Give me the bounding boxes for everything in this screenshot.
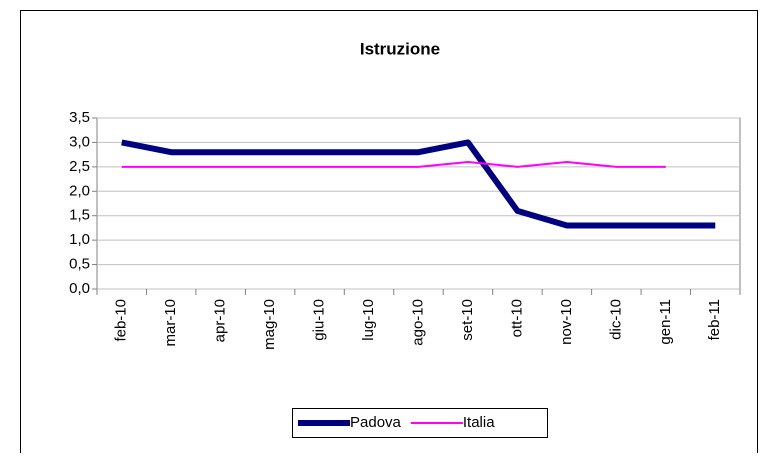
- y-tick-label: 1,0: [69, 231, 90, 248]
- x-tick-label: giu-10: [311, 299, 328, 341]
- x-tick-label: nov-10: [558, 299, 575, 345]
- x-tick-label: ott-10: [508, 299, 525, 337]
- x-tick-label: lug-10: [360, 299, 377, 341]
- y-tick-label: 3,5: [69, 109, 90, 126]
- x-tick-label: dic-10: [607, 299, 624, 340]
- y-tick-label: 1,5: [69, 207, 90, 224]
- x-tick-label: gen-11: [657, 299, 674, 345]
- x-tick-label: feb-11: [706, 299, 723, 340]
- x-tick-label: set-10: [459, 299, 476, 341]
- legend-label: Italia: [463, 414, 495, 431]
- y-tick-label: 2,0: [69, 182, 90, 199]
- y-tick-label: 0,0: [69, 280, 90, 297]
- x-tick-label: apr-10: [212, 299, 229, 342]
- y-tick-label: 0,5: [69, 256, 90, 273]
- y-tick-label: 2,5: [69, 158, 90, 175]
- legend-label: Padova: [350, 414, 402, 431]
- x-tick-label: ago-10: [409, 299, 426, 346]
- chart-border: [20, 10, 758, 458]
- series-line: [121, 160, 666, 168]
- x-tick-label: mag-10: [261, 299, 278, 350]
- series-line: [121, 139, 716, 229]
- chart-title: Istruzione: [360, 39, 440, 58]
- y-tick-label: 3,0: [69, 133, 90, 150]
- x-tick-label: mar-10: [162, 299, 179, 347]
- x-tick-label: feb-10: [113, 299, 130, 342]
